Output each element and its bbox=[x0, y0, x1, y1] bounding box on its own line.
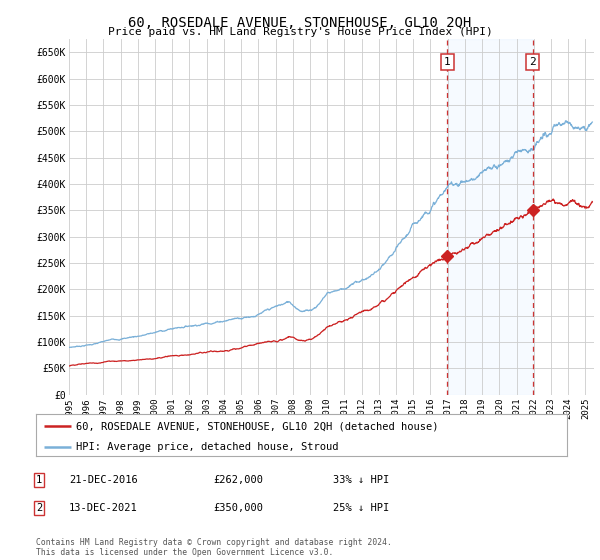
Text: HPI: Average price, detached house, Stroud: HPI: Average price, detached house, Stro… bbox=[76, 442, 338, 452]
Text: 60, ROSEDALE AVENUE, STONEHOUSE, GL10 2QH (detached house): 60, ROSEDALE AVENUE, STONEHOUSE, GL10 2Q… bbox=[76, 421, 439, 431]
Bar bbox=[447, 39, 533, 395]
Text: 2: 2 bbox=[530, 57, 536, 67]
Text: Price paid vs. HM Land Registry's House Price Index (HPI): Price paid vs. HM Land Registry's House … bbox=[107, 27, 493, 37]
Text: 1: 1 bbox=[444, 57, 451, 67]
Text: 21-DEC-2016: 21-DEC-2016 bbox=[69, 475, 138, 485]
Text: 25% ↓ HPI: 25% ↓ HPI bbox=[333, 503, 389, 513]
Text: 13-DEC-2021: 13-DEC-2021 bbox=[69, 503, 138, 513]
Text: Contains HM Land Registry data © Crown copyright and database right 2024.
This d: Contains HM Land Registry data © Crown c… bbox=[36, 538, 392, 557]
Text: 1: 1 bbox=[36, 475, 42, 485]
Text: 2: 2 bbox=[36, 503, 42, 513]
Text: 60, ROSEDALE AVENUE, STONEHOUSE, GL10 2QH: 60, ROSEDALE AVENUE, STONEHOUSE, GL10 2Q… bbox=[128, 16, 472, 30]
Text: 33% ↓ HPI: 33% ↓ HPI bbox=[333, 475, 389, 485]
Text: £350,000: £350,000 bbox=[213, 503, 263, 513]
Text: £262,000: £262,000 bbox=[213, 475, 263, 485]
